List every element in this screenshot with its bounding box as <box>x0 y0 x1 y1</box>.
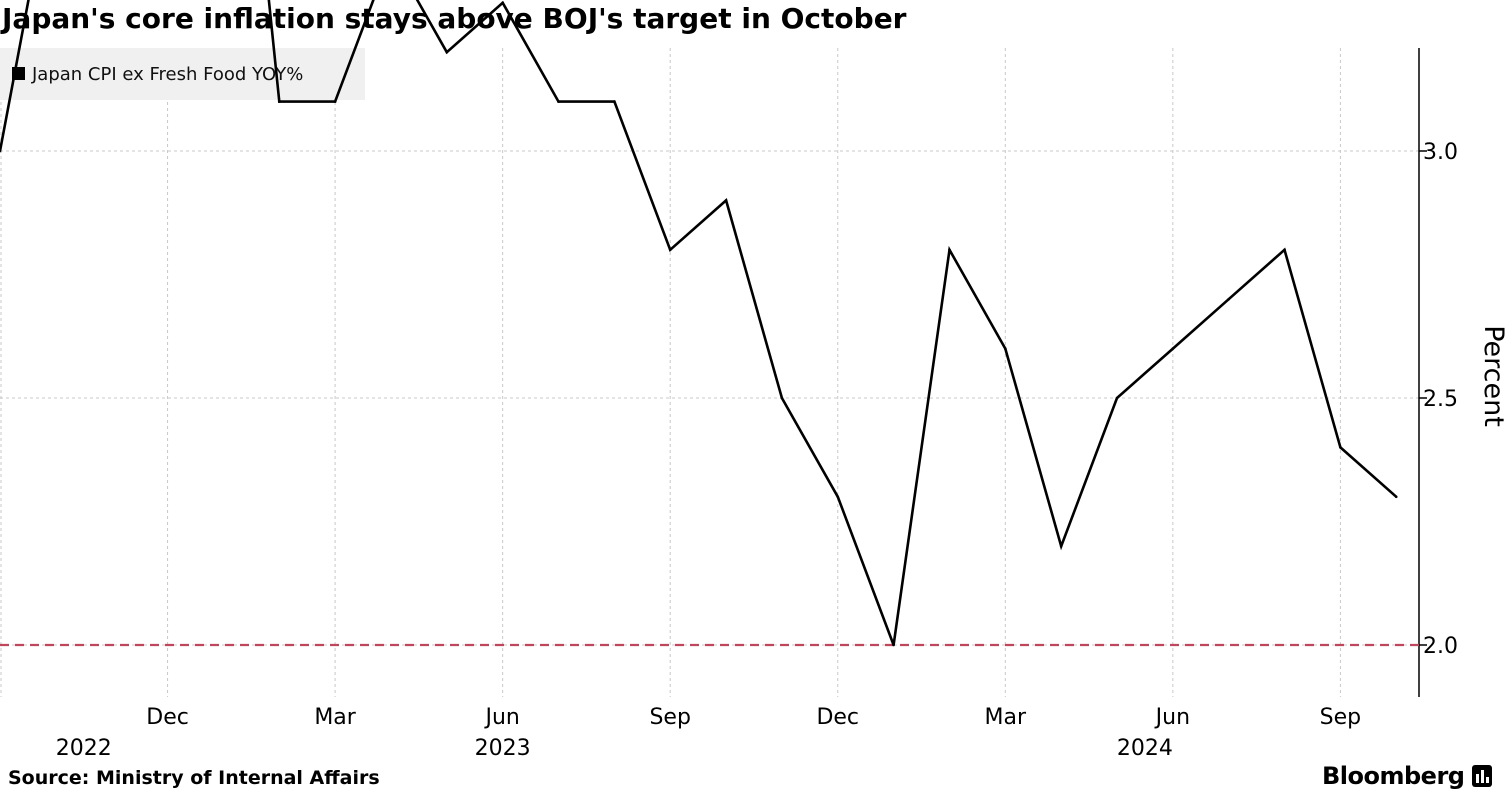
y-axis-ticks: 2.02.53.03.54.0 <box>1419 140 1458 659</box>
x-year-label: 2024 <box>1117 736 1173 761</box>
data-point <box>1115 396 1119 400</box>
series-line <box>0 0 1398 646</box>
x-tick-label: Jun <box>483 705 519 730</box>
brand-text: Bloomberg <box>1322 762 1465 790</box>
data-point <box>0 149 2 153</box>
legend-box <box>0 48 365 100</box>
data-points <box>0 1 1398 647</box>
x-tick-label: Mar <box>314 705 356 730</box>
data-point <box>1283 248 1286 252</box>
chart-title: Japan's core inflation stays above BOJ's… <box>2 2 907 35</box>
data-point <box>892 643 895 647</box>
x-year-label: 2022 <box>56 736 112 761</box>
y-tick-label: 2.5 <box>1423 387 1458 412</box>
x-tick-label: Dec <box>146 705 189 730</box>
data-point <box>445 50 449 54</box>
data-point <box>277 100 281 103</box>
data-point <box>1059 544 1063 548</box>
y-axis-title: Percent <box>1478 325 1509 427</box>
bloomberg-logo: Bloomberg <box>1322 762 1493 790</box>
data-point <box>1171 347 1175 350</box>
x-year-label: 2023 <box>475 736 531 761</box>
x-tick-label: Dec <box>816 705 859 730</box>
data-point <box>557 100 560 103</box>
data-point <box>780 396 784 400</box>
data-point <box>948 248 951 252</box>
data-point <box>333 100 337 103</box>
data-point <box>724 199 728 202</box>
data-point <box>1394 495 1398 499</box>
legend-label: Japan CPI ex Fresh Food YOY% <box>31 64 303 85</box>
data-point <box>613 100 616 103</box>
y-tick-label: 3.0 <box>1423 140 1458 165</box>
data-point <box>501 1 504 5</box>
x-tick-label: Sep <box>649 705 690 730</box>
x-tick-label: Mar <box>985 705 1027 730</box>
data-point <box>836 495 840 499</box>
x-gridlines <box>0 48 1341 697</box>
x-tick-label: Jun <box>1154 705 1190 730</box>
source-note: Source: Ministry of Internal Affairs <box>8 767 380 789</box>
data-point <box>1004 347 1007 350</box>
bloomberg-bars-icon <box>1472 765 1493 787</box>
data-point <box>1339 446 1342 449</box>
x-tick-label: Sep <box>1320 705 1361 730</box>
data-point <box>1227 297 1230 301</box>
data-point <box>668 248 672 252</box>
x-axis-ticks: Dec Mar Jun Sep Dec Mar Jun Sep 2022 2023 2024 <box>56 705 1361 761</box>
y-tick-label: 2.0 <box>1423 634 1458 659</box>
